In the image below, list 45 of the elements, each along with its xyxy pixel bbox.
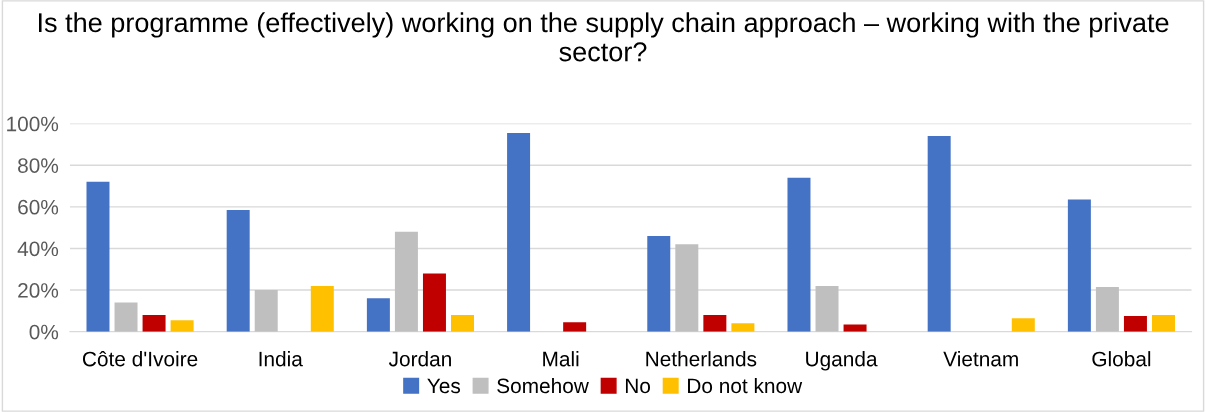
y-tick-label: 0% — [29, 324, 59, 340]
x-tick-label: Global — [1092, 351, 1151, 367]
bar — [1067, 199, 1091, 332]
bar — [675, 244, 699, 332]
y-tick-label: 100% — [7, 116, 59, 132]
y-tick-label: 40% — [17, 241, 59, 257]
y-tick-label: 60% — [18, 199, 59, 215]
bar — [226, 209, 250, 332]
x-tick-label: Uganda — [806, 351, 878, 371]
bar — [647, 235, 671, 332]
x-tick-label: Netherlands — [646, 351, 757, 367]
bar — [927, 136, 951, 332]
legend-label: Yes — [427, 378, 461, 394]
x-tick-label: Jordan — [388, 351, 451, 367]
bar — [310, 285, 334, 332]
bar — [422, 273, 446, 332]
bar — [563, 322, 587, 332]
bar — [170, 320, 194, 332]
y-tick-label: 80% — [18, 158, 59, 173]
bar — [1123, 316, 1147, 332]
chart-title: Is the programme (effectively) working on the supply chain approach – working with the private sector? — [39, 12, 1169, 62]
legend-label: Do not know — [688, 377, 803, 394]
legend-label: Somehow — [497, 377, 589, 394]
bar — [703, 315, 727, 332]
legend-label: No — [625, 378, 651, 394]
bar — [1095, 286, 1119, 332]
bar — [1011, 318, 1035, 332]
bar — [1151, 315, 1175, 332]
bar — [114, 302, 138, 332]
bar — [731, 323, 755, 332]
bar — [366, 298, 390, 332]
y-tick-label: 20% — [18, 283, 59, 298]
bar — [843, 324, 867, 332]
bar — [142, 315, 166, 332]
bar — [451, 315, 474, 332]
x-tick-label: Côte d'Ivoire — [82, 351, 198, 367]
x-tick-label: Vietnam — [943, 351, 1018, 367]
bar — [254, 290, 278, 332]
bar — [507, 132, 531, 332]
bar — [394, 231, 418, 332]
bar — [86, 181, 110, 332]
x-tick-label: Mali — [543, 351, 579, 367]
bar — [787, 177, 811, 332]
bar — [815, 285, 839, 332]
x-tick-label: India — [259, 351, 303, 367]
